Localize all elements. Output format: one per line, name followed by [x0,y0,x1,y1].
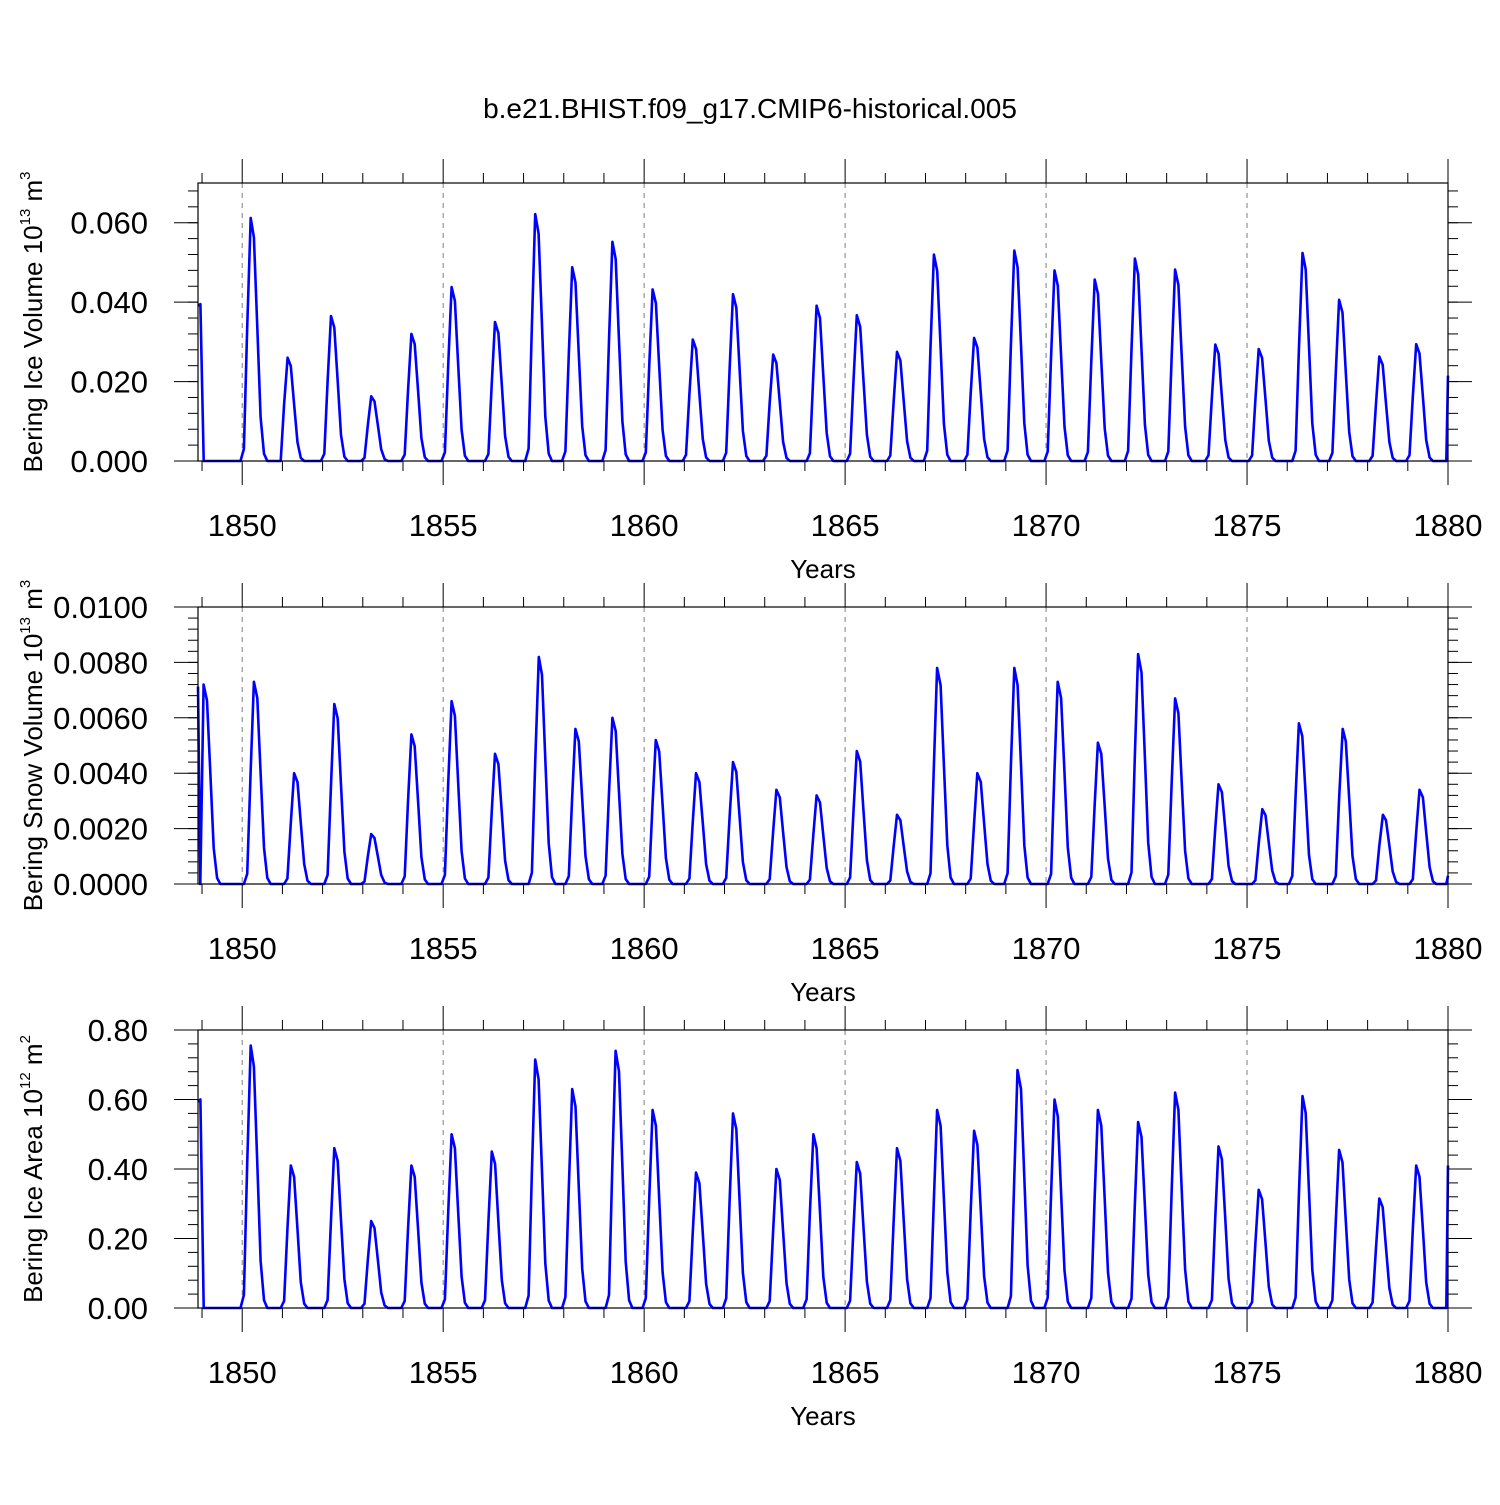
x-tick-label: 1860 [610,1355,679,1390]
y-tick-label: 0.40 [88,1152,148,1187]
x-tick-label: 1875 [1213,931,1282,966]
x-tick-label: 1875 [1213,1355,1282,1390]
x-tick-label: 1860 [610,931,679,966]
x-tick-label: 1850 [208,1355,277,1390]
x-axis-label: Years [790,554,856,584]
x-tick-label: 1850 [208,508,277,543]
x-tick-label: 1880 [1414,508,1483,543]
y-tick-label: 0.040 [70,285,148,320]
x-tick-label: 1870 [1012,508,1081,543]
x-tick-label: 1870 [1012,1355,1081,1390]
y-axis-label: Bering Snow Volume 1013 m3 [17,580,48,911]
x-axis-label: Years [790,1401,856,1431]
y-axis-label: Bering Ice Volume 1013 m3 [17,171,48,472]
y-tick-label: 0.0080 [53,645,148,680]
x-axis-label: Years [790,977,856,1007]
y-tick-label: 0.020 [70,365,148,400]
y-tick-label: 0.0000 [53,867,148,902]
x-tick-label: 1865 [811,508,880,543]
x-tick-label: 1865 [811,931,880,966]
plot-frame [198,183,1448,461]
series-line [198,1046,1448,1308]
figure-title: b.e21.BHIST.f09_g17.CMIP6-historical.005 [483,93,1017,124]
x-tick-label: 1850 [208,931,277,966]
panel-2: 0.0000 0.0020 0.0040 0.0060 0.0080 0.0100 1850… [17,580,1482,1007]
y-tick-label: 0.0100 [53,590,148,625]
y-tick-label: 0.00 [88,1291,148,1326]
y-tick-label: 0.0020 [53,812,148,847]
series-line [198,214,1448,461]
y-tick-label: 0.60 [88,1083,148,1118]
x-tick-label: 1875 [1213,508,1282,543]
x-tick-label: 1855 [409,931,478,966]
x-tick-label: 1880 [1414,1355,1483,1390]
series-line [198,654,1448,884]
panel-3: 0.00 0.20 0.40 0.60 0.80 1850 1855 1860 1865 1870… [17,1006,1482,1431]
y-tick-label: 0.0060 [53,701,148,736]
x-tick-label: 1880 [1414,931,1483,966]
y-tick-label: 0.0040 [53,756,148,791]
x-tick-label: 1855 [409,508,478,543]
y-tick-label: 0.060 [70,206,148,241]
y-axis-label: Bering Ice Area 1012 m2 [17,1035,48,1303]
y-tick-label: 0.80 [88,1013,148,1048]
y-tick-label: 0.20 [88,1222,148,1257]
y-tick-label: 0.000 [70,444,148,479]
x-tick-label: 1855 [409,1355,478,1390]
x-tick-label: 1870 [1012,931,1081,966]
x-tick-label: 1865 [811,1355,880,1390]
x-tick-label: 1860 [610,508,679,543]
panel-1: 0.000 0.020 0.040 0.060 1850 1855 1860 1865 1870… [17,159,1482,584]
